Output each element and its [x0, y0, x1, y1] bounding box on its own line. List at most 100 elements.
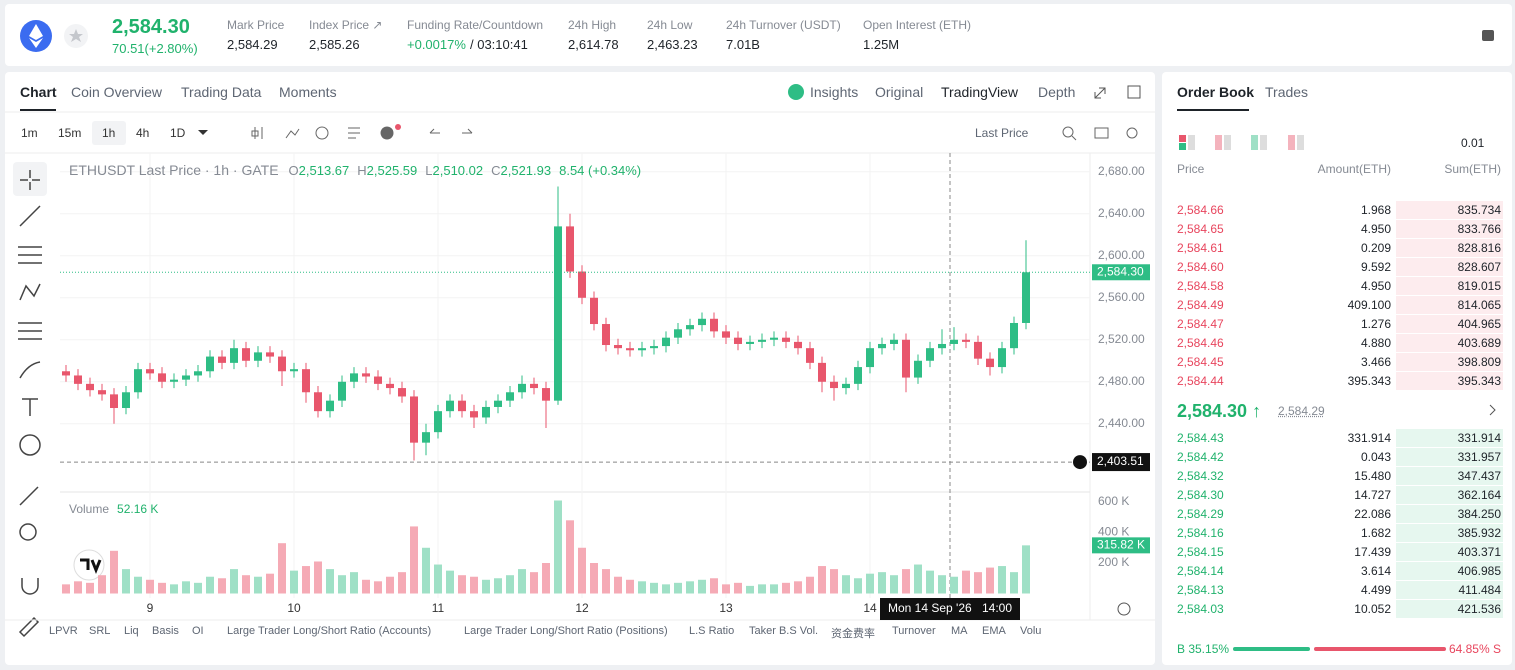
- tab[interactable]: Order Book: [1177, 84, 1255, 100]
- view-tab[interactable]: Original: [875, 84, 924, 100]
- view-tab[interactable]: Insights: [810, 84, 859, 100]
- book-price[interactable]: 2,584.30: [1177, 488, 1224, 502]
- book-amount: 9.592: [1360, 260, 1391, 274]
- book-price[interactable]: 2,584.46: [1177, 336, 1224, 350]
- candle-body: [986, 358, 994, 368]
- ohlc-value: 2,521.93: [500, 163, 552, 178]
- candle-body: [830, 381, 838, 389]
- book-price[interactable]: 2,584.15: [1177, 545, 1224, 559]
- candle-body: [458, 400, 466, 412]
- indicator[interactable]: Taker B.S Vol.: [749, 625, 819, 637]
- book-price[interactable]: 2,584.13: [1177, 583, 1224, 597]
- y-tick-label: 2,520.00: [1098, 332, 1145, 346]
- price-source[interactable]: Last Price: [975, 126, 1029, 140]
- volume-bar: [1022, 545, 1030, 594]
- candle-body: [110, 394, 118, 409]
- indicator[interactable]: OI: [192, 625, 204, 637]
- book-price[interactable]: 2,584.14: [1177, 564, 1224, 578]
- volume-tick-label: 400 K: [1098, 525, 1129, 539]
- volume-value: 52.16 K: [117, 502, 159, 516]
- interval[interactable]: 1h: [102, 126, 116, 140]
- book-price[interactable]: 2,584.61: [1177, 241, 1224, 255]
- book-amount: 1.968: [1360, 203, 1391, 217]
- indicator[interactable]: Basis: [152, 625, 179, 637]
- indicator[interactable]: Large Trader Long/Short Ratio (Accounts): [227, 625, 432, 637]
- chevron[interactable]: [1489, 404, 1496, 416]
- volume-label: Volume: [69, 502, 110, 516]
- candle-body: [878, 343, 886, 349]
- tab[interactable]: Moments: [279, 84, 337, 100]
- depth-bar: [1396, 448, 1503, 466]
- dropdown[interactable]: [198, 130, 208, 135]
- volume-bar: [818, 566, 826, 594]
- candle-body: [650, 346, 658, 349]
- book-price[interactable]: 2,584.49: [1177, 298, 1224, 312]
- book-price[interactable]: 2,584.43: [1177, 431, 1224, 445]
- volume-bar: [374, 581, 382, 594]
- volume-bar: [278, 543, 286, 594]
- volume-bar: [686, 581, 694, 594]
- volume-bar: [650, 582, 658, 594]
- candle-body: [230, 348, 238, 363]
- view-tab[interactable]: Depth: [1038, 84, 1076, 100]
- settings-icon[interactable]: [1482, 30, 1494, 41]
- depth-bar: [1396, 334, 1503, 352]
- candle-body: [218, 356, 226, 363]
- volume-bar: [542, 563, 550, 594]
- depth-bar: [1396, 258, 1503, 276]
- interval[interactable]: 1D: [170, 126, 186, 140]
- candle-body: [782, 337, 790, 342]
- indicator[interactable]: Large Trader Long/Short Ratio (Positions…: [464, 625, 668, 637]
- tab[interactable]: Trades: [1265, 84, 1309, 100]
- book-price[interactable]: 2,584.03: [1177, 602, 1224, 616]
- indicator[interactable]: Liq: [124, 625, 139, 637]
- volume-bar: [122, 569, 130, 594]
- y-tick-label: 2,600.00: [1098, 248, 1145, 262]
- tab[interactable]: Chart: [20, 84, 57, 100]
- book-price[interactable]: 2,584.45: [1177, 355, 1224, 369]
- precision[interactable]: 0.01: [1461, 136, 1485, 150]
- indicator[interactable]: Turnover: [892, 625, 936, 637]
- book-price[interactable]: 2,584.16: [1177, 526, 1224, 540]
- book-sum: 828.816: [1457, 241, 1501, 255]
- view-tab[interactable]: TradingView: [941, 84, 1019, 100]
- tab[interactable]: Coin Overview: [71, 84, 163, 100]
- book-price[interactable]: 2,584.66: [1177, 203, 1224, 217]
- tab[interactable]: Trading Data: [181, 84, 262, 100]
- volume-bar: [242, 575, 250, 594]
- indicator[interactable]: EMA: [982, 625, 1006, 637]
- interval[interactable]: 4h: [136, 126, 150, 140]
- candle-body: [926, 348, 934, 361]
- book-price[interactable]: 2,584.32: [1177, 469, 1224, 483]
- indicator[interactable]: 资金费率: [831, 628, 875, 640]
- expand-icon[interactable]: [1094, 87, 1106, 99]
- candle-body: [602, 324, 610, 346]
- candle-body: [554, 226, 562, 401]
- interval[interactable]: 15m: [58, 126, 82, 140]
- candle-body: [518, 383, 526, 393]
- depth-bar: [1396, 315, 1503, 333]
- book-price[interactable]: 2,584.65: [1177, 222, 1224, 236]
- book-price[interactable]: 2,584.58: [1177, 279, 1224, 293]
- volume-bar: [662, 584, 670, 594]
- interval[interactable]: 1m: [21, 126, 38, 140]
- indicator[interactable]: SRL: [89, 625, 111, 637]
- book-price[interactable]: 2,584.47: [1177, 317, 1224, 331]
- star-icon: [69, 29, 83, 42]
- book-sum: 331.914: [1457, 431, 1501, 445]
- depth-bar: [1396, 581, 1503, 599]
- book-price[interactable]: 2,584.44: [1177, 374, 1224, 388]
- ohlc-value: 2,510.02: [432, 163, 484, 178]
- reset-icon[interactable]: [1117, 602, 1131, 616]
- book-price[interactable]: 2,584.60: [1177, 260, 1224, 274]
- book-price[interactable]: 2,584.42: [1177, 450, 1224, 464]
- window-icon[interactable]: [1127, 85, 1141, 99]
- indicator[interactable]: Volu: [1020, 625, 1042, 637]
- indicator[interactable]: MA: [951, 625, 968, 637]
- book-sum: 362.164: [1457, 488, 1501, 502]
- indicator[interactable]: L.S Ratio: [689, 625, 735, 637]
- column-header: Amount(ETH): [1317, 162, 1391, 176]
- candle-body: [182, 375, 190, 380]
- indicator[interactable]: LPVR: [49, 625, 78, 637]
- book-price[interactable]: 2,584.29: [1177, 507, 1224, 521]
